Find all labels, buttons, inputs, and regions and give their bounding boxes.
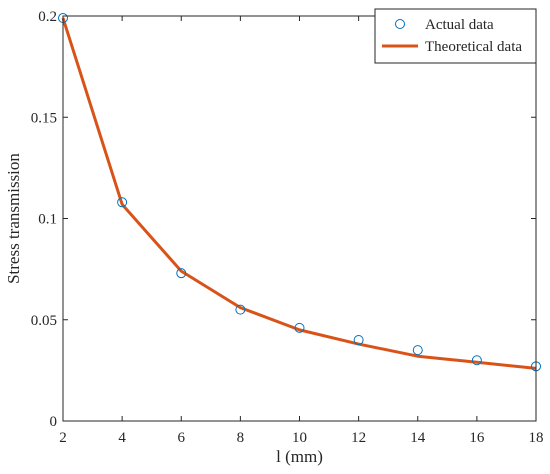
y-tick-label: 0.05 bbox=[31, 313, 57, 329]
y-tick-label: 0.15 bbox=[31, 110, 57, 126]
y-tick-label: 0.2 bbox=[38, 9, 57, 25]
y-tick-label: 0 bbox=[50, 414, 58, 430]
axis-ticks: 2 4 6 8 10 12 14 16 18 0 0.05 0.1 0.15 0.2 bbox=[31, 9, 544, 446]
x-tick-label: 16 bbox=[469, 430, 485, 446]
legend: Actual data Theoretical data bbox=[374, 8, 537, 64]
x-tick-label: 10 bbox=[292, 430, 307, 446]
x-axis-title: l (mm) bbox=[276, 447, 323, 466]
x-tick-label: 14 bbox=[410, 430, 426, 446]
legend-box bbox=[374, 8, 537, 64]
legend-label-actual: Actual data bbox=[425, 17, 494, 33]
y-axis-title: Stress transmission bbox=[4, 153, 23, 284]
x-tick-label: 4 bbox=[118, 430, 126, 446]
x-tick-label: 6 bbox=[178, 430, 186, 446]
y-tick-label: 0.1 bbox=[38, 212, 57, 228]
x-tick-label: 12 bbox=[351, 430, 366, 446]
actual-data-point bbox=[353, 335, 364, 345]
actual-data-point bbox=[471, 355, 482, 366]
theoretical-data-line bbox=[61, 17, 537, 370]
actual-data-point bbox=[117, 197, 128, 208]
actual-data-point bbox=[294, 322, 305, 333]
plot-area bbox=[63, 16, 536, 421]
actual-data-point bbox=[176, 268, 187, 279]
x-tick-label: 18 bbox=[529, 430, 544, 446]
x-tick-label: 2 bbox=[59, 430, 67, 446]
legend-marker-actual bbox=[395, 19, 405, 29]
actual-data-point bbox=[235, 304, 246, 315]
x-tick-label: 8 bbox=[237, 430, 245, 446]
actual-data-point bbox=[412, 345, 423, 356]
legend-label-theoretical: Theoretical data bbox=[425, 39, 522, 55]
